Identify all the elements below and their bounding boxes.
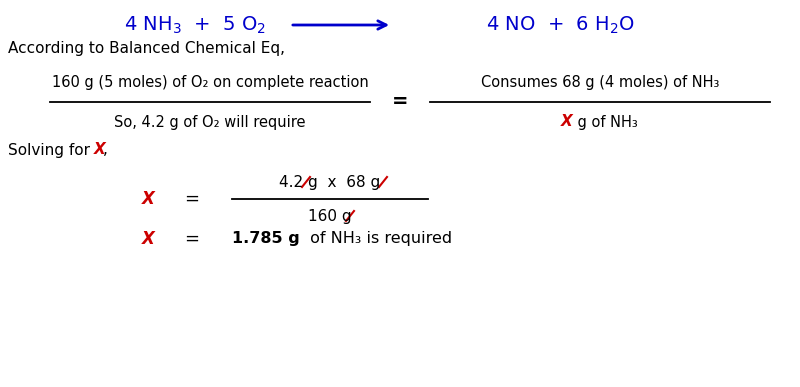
Text: ,: , <box>103 142 108 158</box>
Text: Consumes 68 g (4 moles) of NH₃: Consumes 68 g (4 moles) of NH₃ <box>481 75 719 89</box>
Text: Solving for: Solving for <box>8 142 95 158</box>
Text: X: X <box>94 142 106 158</box>
Text: $4\ \mathregular{NH_3}$  +  $5\ \mathregular{O_2}$: $4\ \mathregular{NH_3}$ + $5\ \mathregul… <box>124 14 266 36</box>
Text: X: X <box>562 115 573 130</box>
Text: =: = <box>185 190 199 208</box>
Text: $4\ \mathregular{NO}$  +  $6\ \mathregular{H_2O}$: $4\ \mathregular{NO}$ + $6\ \mathregular… <box>486 14 634 36</box>
Text: g of NH₃: g of NH₃ <box>573 115 638 130</box>
Text: =: = <box>185 230 199 248</box>
Text: =: = <box>392 92 408 111</box>
Text: 1.785 g: 1.785 g <box>232 231 300 247</box>
Text: According to Balanced Chemical Eq,: According to Balanced Chemical Eq, <box>8 41 285 57</box>
Text: X: X <box>142 230 154 248</box>
Text: X: X <box>142 190 154 208</box>
Text: of NH₃ is required: of NH₃ is required <box>305 231 452 247</box>
Text: So, 4.2 g of O₂ will require: So, 4.2 g of O₂ will require <box>114 115 306 130</box>
Text: 160 g (5 moles) of O₂ on complete reaction: 160 g (5 moles) of O₂ on complete reacti… <box>52 75 368 89</box>
Text: 160 g: 160 g <box>308 209 352 224</box>
Text: 4.2 g  x  68 g: 4.2 g x 68 g <box>279 175 381 190</box>
